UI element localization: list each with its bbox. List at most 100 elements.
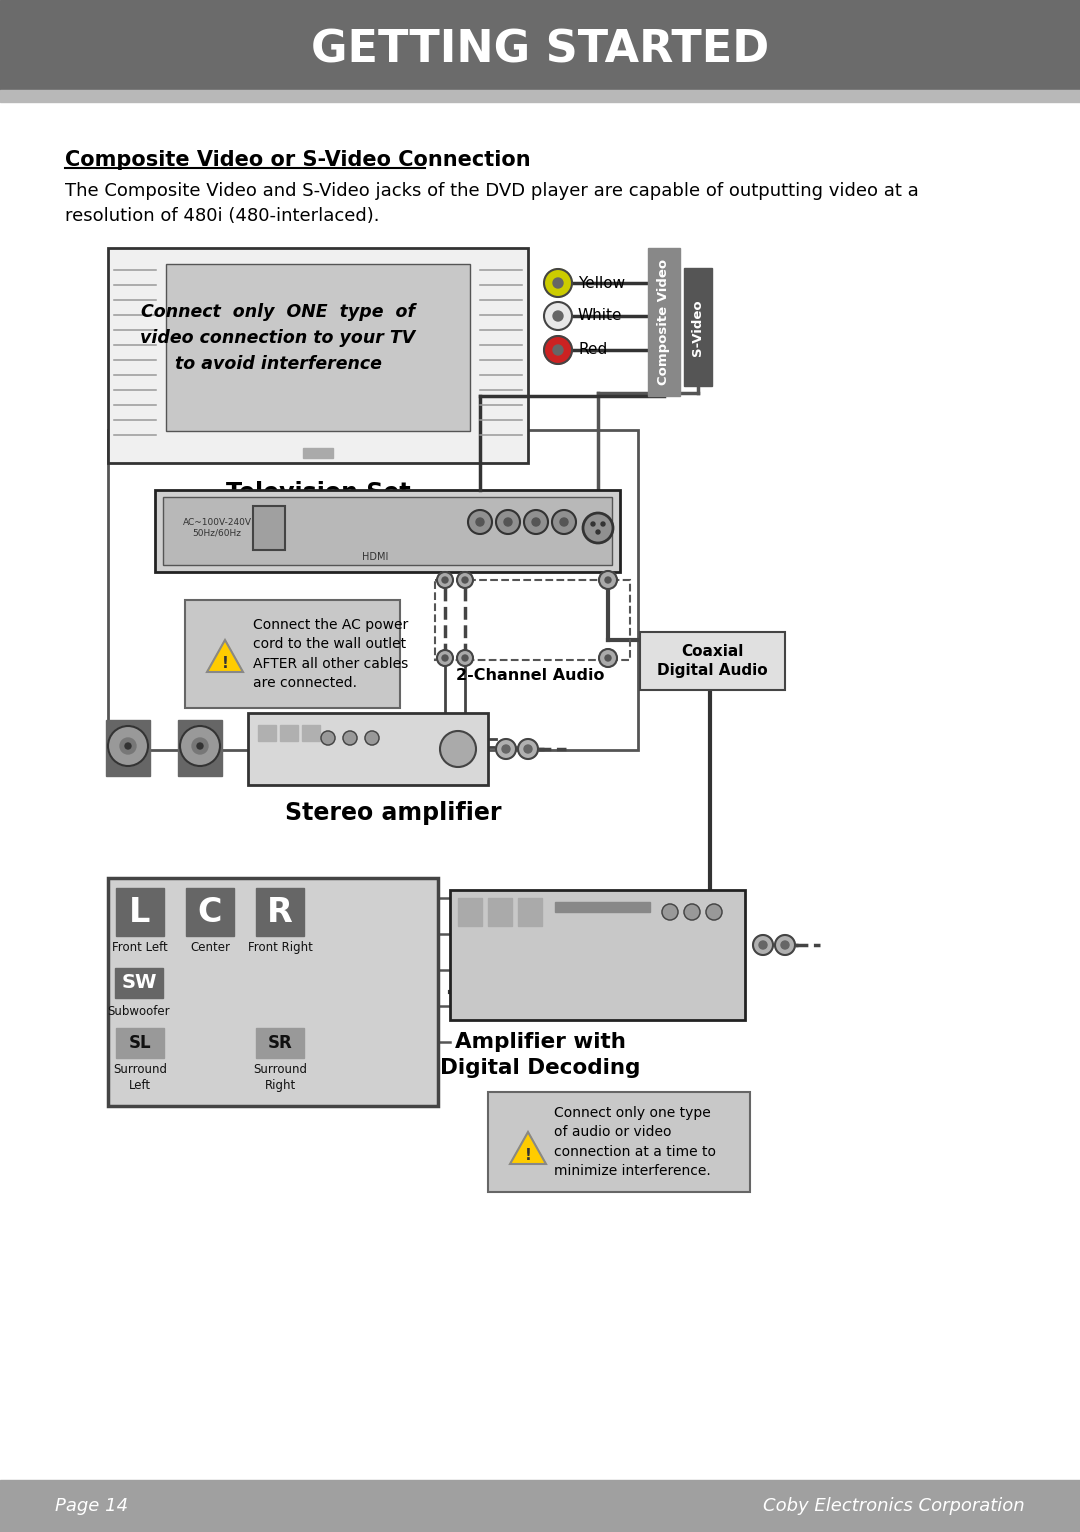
Text: S-Video: S-Video	[691, 300, 704, 357]
Circle shape	[504, 518, 512, 525]
Bar	[488, 898, 512, 925]
Bar	[163, 496, 612, 565]
Text: HDMI: HDMI	[362, 552, 388, 562]
Circle shape	[437, 571, 453, 588]
Bar	[116, 889, 164, 936]
Bar	[280, 725, 298, 741]
Bar	[302, 725, 320, 741]
Circle shape	[125, 743, 131, 749]
Bar	[185, 601, 400, 708]
Text: AC~100V-240V
50Hz/60Hz: AC~100V-240V 50Hz/60Hz	[183, 518, 252, 538]
Circle shape	[343, 731, 357, 745]
Text: C: C	[198, 896, 222, 928]
Circle shape	[518, 738, 538, 758]
Text: The Composite Video and S-Video jacks of the DVD player are capable of outputtin: The Composite Video and S-Video jacks of…	[65, 182, 919, 201]
Circle shape	[180, 726, 220, 766]
Circle shape	[605, 578, 611, 584]
Circle shape	[524, 510, 548, 535]
Bar	[435, 581, 630, 660]
Circle shape	[440, 731, 476, 768]
Circle shape	[759, 941, 767, 948]
Circle shape	[496, 510, 519, 535]
Circle shape	[544, 336, 572, 365]
Text: GETTING STARTED: GETTING STARTED	[311, 29, 769, 72]
Circle shape	[544, 270, 572, 297]
Polygon shape	[207, 640, 243, 673]
Text: SL: SL	[129, 1034, 151, 1052]
Circle shape	[553, 277, 563, 288]
Circle shape	[596, 530, 600, 535]
Circle shape	[599, 650, 617, 666]
Circle shape	[553, 345, 563, 355]
Text: Coaxial
Digital Audio: Coaxial Digital Audio	[658, 643, 768, 679]
Text: Surround
Left: Surround Left	[113, 1063, 167, 1092]
Circle shape	[457, 650, 473, 666]
Bar	[0, 0, 1080, 90]
Text: Composite Video or S-Video Connection: Composite Video or S-Video Connection	[65, 150, 530, 170]
Circle shape	[605, 656, 611, 660]
Text: Connect the AC power
cord to the wall outlet
AFTER all other cables
are connecte: Connect the AC power cord to the wall ou…	[253, 617, 408, 691]
Bar	[450, 890, 745, 1020]
Circle shape	[544, 302, 572, 329]
Circle shape	[365, 731, 379, 745]
Circle shape	[561, 518, 568, 525]
Circle shape	[662, 904, 678, 921]
Circle shape	[197, 743, 203, 749]
Circle shape	[775, 935, 795, 954]
Text: !: !	[221, 656, 229, 671]
Bar	[108, 878, 438, 1106]
Text: Connect only one type
of audio or video
connection at a time to
minimize interfe: Connect only one type of audio or video …	[554, 1106, 716, 1178]
Bar	[156, 490, 620, 571]
Text: Page 14: Page 14	[55, 1497, 129, 1515]
Bar	[684, 268, 712, 386]
Circle shape	[457, 571, 473, 588]
Bar	[458, 898, 482, 925]
Text: Stereo amplifier: Stereo amplifier	[285, 801, 501, 826]
Text: SW: SW	[121, 973, 157, 993]
Circle shape	[442, 578, 448, 584]
Bar	[640, 633, 785, 689]
Circle shape	[192, 738, 208, 754]
Circle shape	[591, 522, 595, 525]
Bar	[488, 1092, 750, 1192]
Text: Subwoofer: Subwoofer	[108, 1005, 171, 1017]
Bar	[186, 889, 234, 936]
Bar	[648, 248, 680, 395]
Circle shape	[476, 518, 484, 525]
Circle shape	[524, 745, 532, 754]
Circle shape	[753, 935, 773, 954]
Bar	[106, 720, 150, 777]
Bar	[256, 889, 303, 936]
Circle shape	[321, 731, 335, 745]
Bar	[166, 264, 470, 430]
Circle shape	[552, 510, 576, 535]
Bar	[108, 430, 638, 751]
Text: Connect  only  ONE  type  of
video connection to your TV
to avoid interference: Connect only ONE type of video connectio…	[140, 303, 416, 374]
Circle shape	[684, 904, 700, 921]
Circle shape	[462, 656, 468, 660]
Bar	[0, 1480, 1080, 1532]
Circle shape	[502, 745, 510, 754]
Text: Composite Video: Composite Video	[658, 259, 671, 385]
Text: Coby Electronics Corporation: Coby Electronics Corporation	[764, 1497, 1025, 1515]
Bar	[256, 1028, 303, 1059]
Bar	[116, 1028, 164, 1059]
Circle shape	[583, 513, 613, 542]
Text: L: L	[130, 896, 151, 928]
Circle shape	[108, 726, 148, 766]
Circle shape	[706, 904, 723, 921]
Circle shape	[442, 656, 448, 660]
Circle shape	[600, 522, 605, 525]
Bar	[248, 712, 488, 784]
Text: Center: Center	[190, 941, 230, 954]
Bar	[0, 90, 1080, 103]
Text: resolution of 480i (480-interlaced).: resolution of 480i (480-interlaced).	[65, 207, 379, 225]
Text: Yellow: Yellow	[578, 276, 625, 291]
Text: R: R	[267, 896, 293, 928]
Bar	[518, 898, 542, 925]
Text: !: !	[525, 1147, 531, 1163]
Text: SR: SR	[268, 1034, 293, 1052]
Text: White: White	[578, 308, 622, 323]
Circle shape	[120, 738, 136, 754]
Bar	[258, 725, 276, 741]
